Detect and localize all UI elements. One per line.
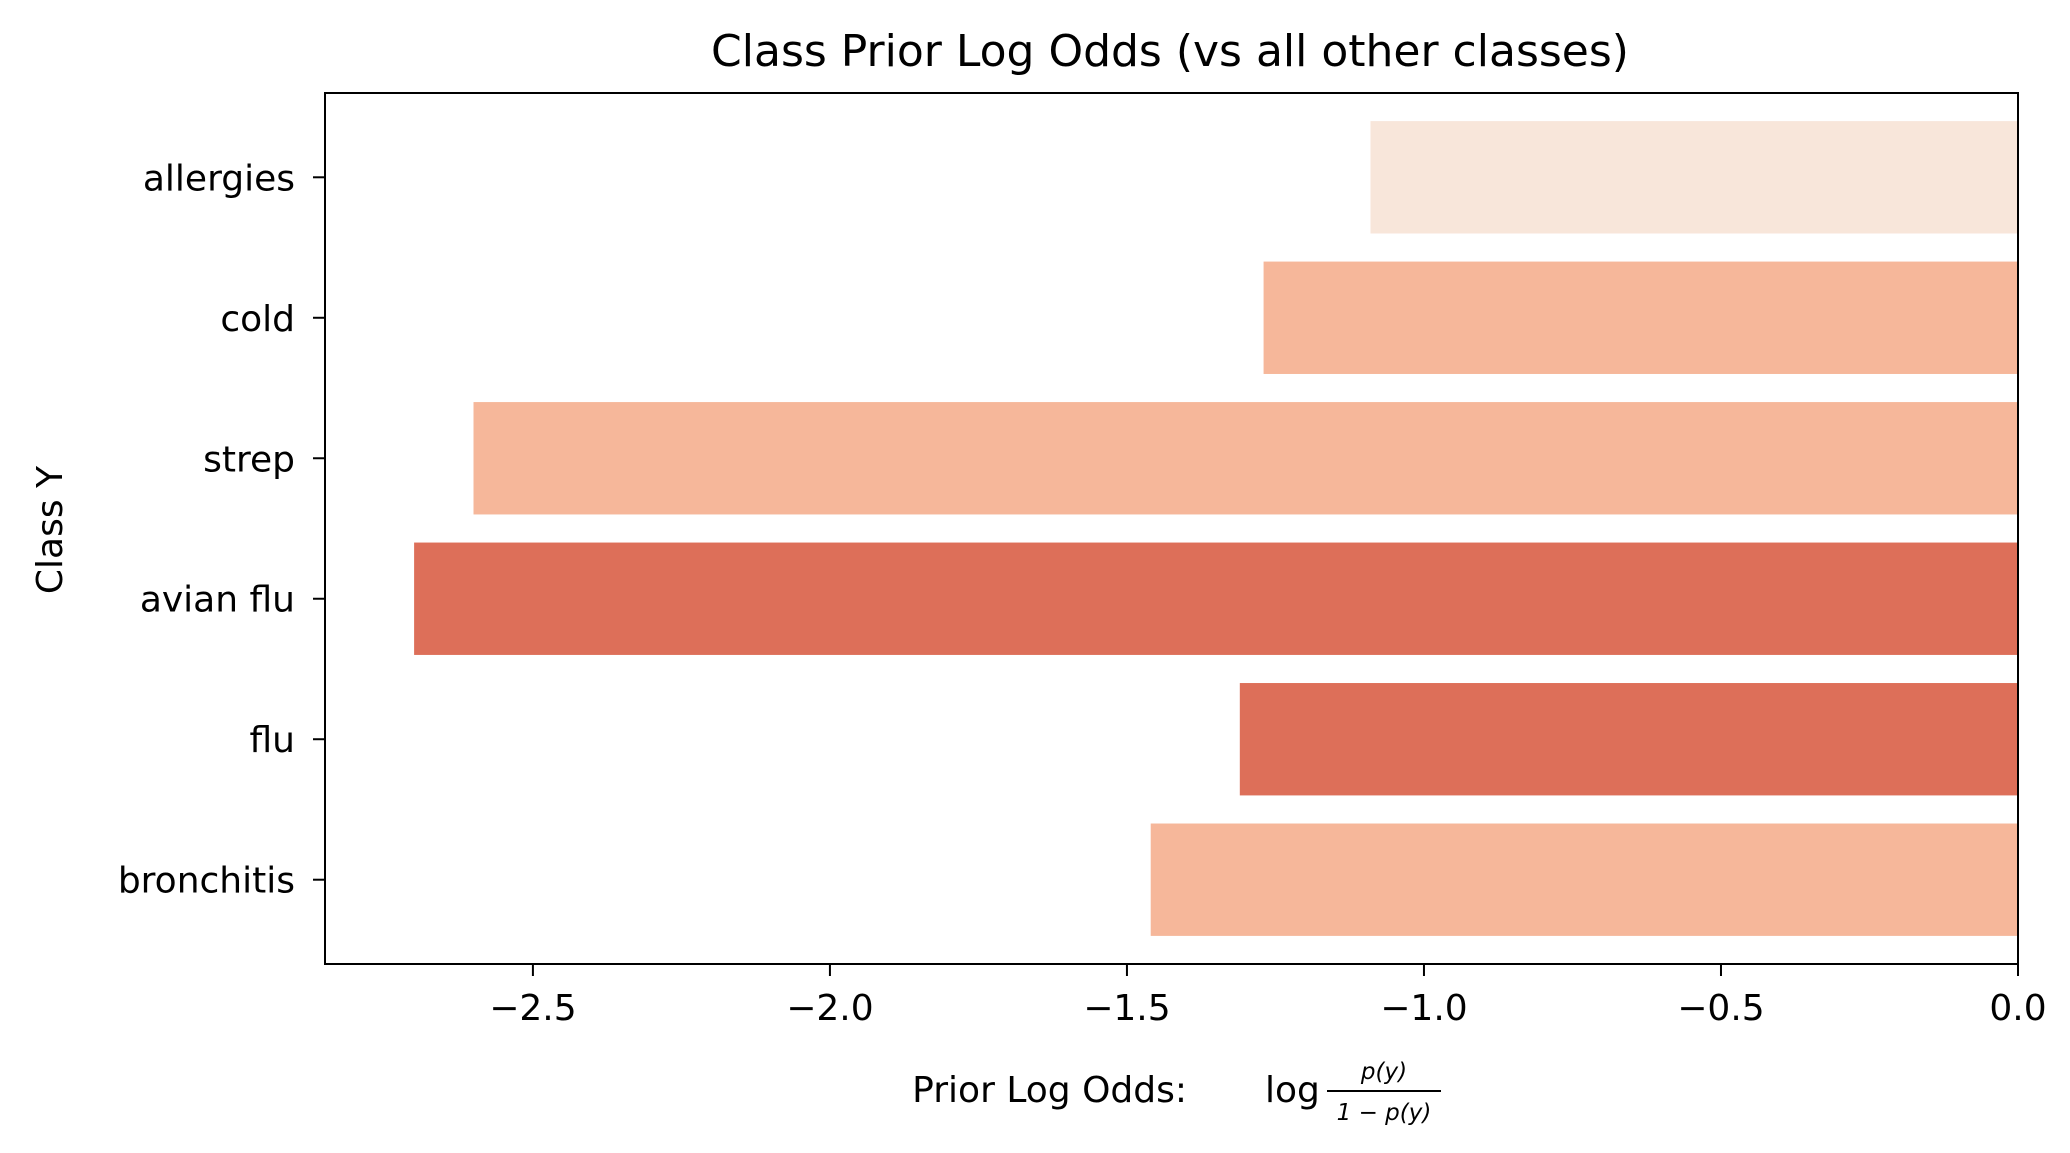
x-axis-label-text: Prior Log Odds: [912,1070,1187,1111]
x-tick-label: −1.5 [1083,988,1170,1029]
x-tick-label: −0.5 [1677,988,1764,1029]
bar-bronchitis [1150,823,2018,936]
y-tick-label: cold [220,299,295,340]
bars-group [414,121,2019,936]
chart-title: Class Prior Log Odds (vs all other class… [711,26,1629,77]
bar-avian-flu [414,542,2019,655]
x-axis-label-numerator: p(y) [1360,1059,1407,1085]
x-tick-label: −2.5 [489,988,576,1029]
x-tick-label: −1.0 [1380,988,1467,1029]
bar-flu [1239,683,2018,796]
y-tick-label: flu [250,720,296,761]
y-ticks-group: allergies cold strep avian flu flu bronchitis [118,158,325,902]
bar-cold [1263,261,2018,374]
y-tick-label: bronchitis [118,861,295,902]
bar-allergies [1370,121,2018,234]
x-axis-label-denominator: 1 − p(y) [1337,1100,1432,1126]
y-axis-label: Class Y [30,465,71,594]
x-axis-label: Prior Log Odds: log p(y) 1 − p(y) [912,1059,1441,1126]
bar-strep [473,402,2018,515]
x-ticks-group: −2.5 −2.0 −1.5 −1.0 −0.5 0.0 [489,964,2047,1029]
x-axis-label-log: log [1265,1070,1320,1111]
x-tick-label: 0.0 [1989,988,2046,1029]
y-tick-label: strep [203,439,295,480]
y-tick-label: allergies [143,158,295,199]
plot-frame [324,92,2019,965]
x-tick-label: −2.0 [786,988,873,1029]
y-tick-label: avian flu [140,580,295,621]
